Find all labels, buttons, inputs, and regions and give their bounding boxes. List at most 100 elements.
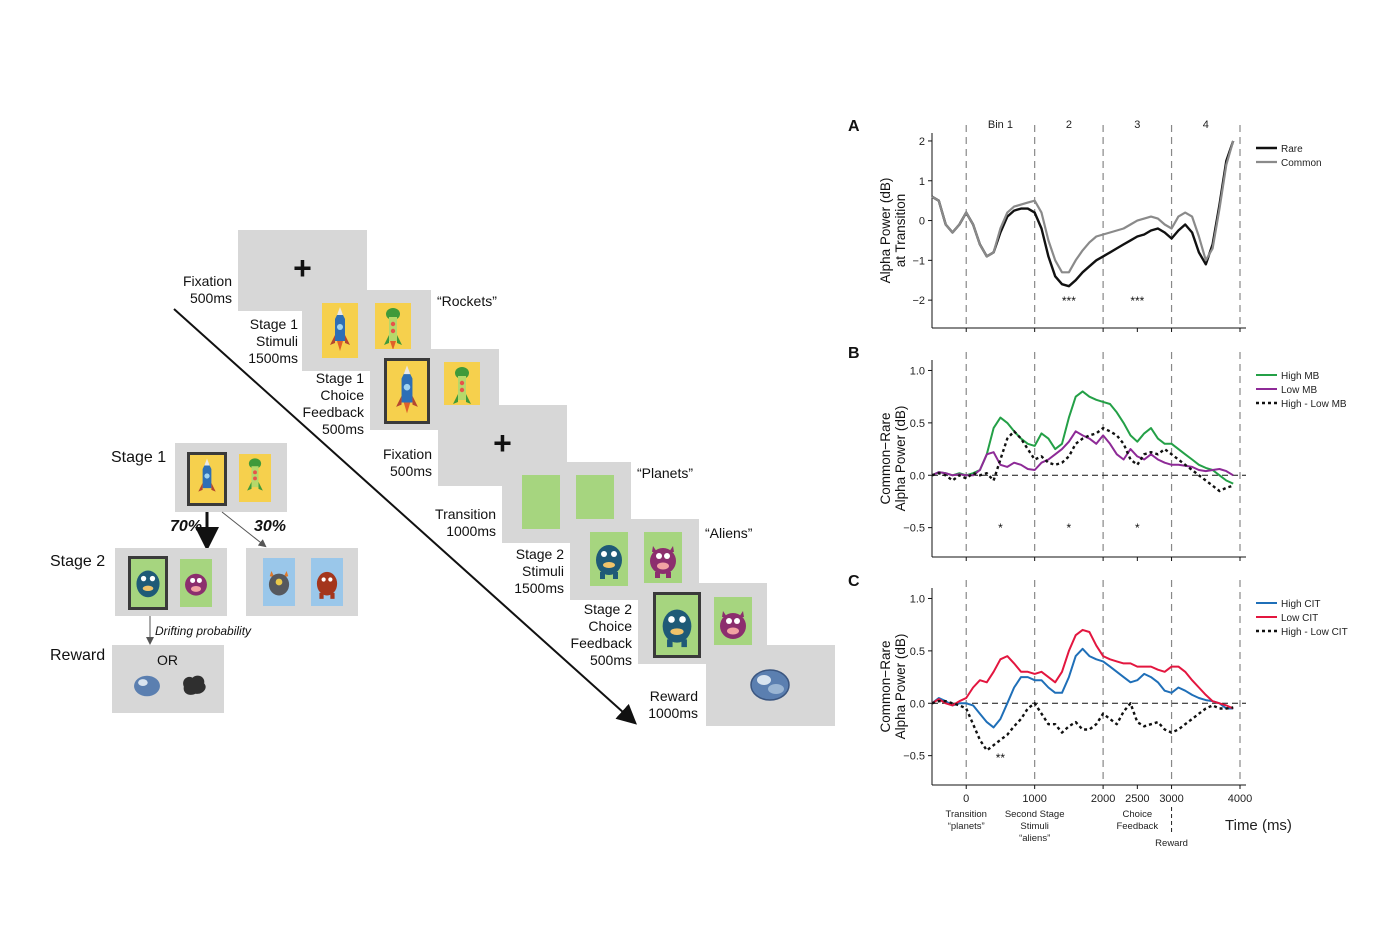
alien-card-2 [644, 532, 682, 586]
legend-label: High CIT [1281, 599, 1320, 610]
y-axis-label: Alpha Power (dB) [893, 406, 908, 512]
bin-label: 4 [1203, 119, 1209, 131]
screen-reward [706, 645, 835, 726]
y-axis-label: Common−Rare [878, 641, 893, 733]
legend-label: Low CIT [1281, 613, 1318, 624]
x-tick-label: 0 [963, 793, 969, 805]
label-name: Choice [588, 618, 632, 634]
or-label: OR [157, 652, 178, 668]
y-tick-label: 1 [919, 176, 925, 188]
label-duration: 500ms [189, 290, 232, 306]
teal-alien-icon [662, 609, 692, 648]
fixation-cross: + [293, 250, 312, 286]
green-rocket-icon [247, 458, 263, 491]
series-line [931, 426, 1234, 493]
y-axis-label: Alpha Power (dB) [878, 178, 893, 284]
label-name: Stimuli [521, 563, 564, 579]
alien-card-1 [590, 532, 628, 586]
series-line [931, 700, 1234, 752]
stage1-screen [175, 443, 287, 512]
y-tick-label: −0.5 [903, 523, 925, 535]
event-label: Choice [1123, 809, 1153, 820]
y-tick-label: 0.0 [910, 698, 925, 710]
x-tick-label: 2000 [1091, 793, 1115, 805]
stage2-rare-screen [246, 548, 358, 616]
label-stage1-stimuli: Stage 1 Stimuli 1500ms [210, 316, 298, 367]
label-name: Fixation [182, 273, 232, 289]
chosen-rocket-card [187, 452, 227, 506]
label-stage2-feedback: Stage 2 Choice Feedback 500ms [540, 601, 632, 669]
series-line [931, 628, 1234, 710]
blue-rocket-icon [198, 458, 216, 492]
label-name: Stimuli [255, 333, 298, 349]
legend-label: High - Low CIT [1281, 627, 1348, 638]
y-tick-label: −0.5 [903, 751, 925, 763]
label-name: Transition [435, 506, 496, 522]
series-line [931, 140, 1235, 274]
y-tick-label: 1.0 [910, 365, 925, 377]
purple-alien-icon [185, 573, 207, 596]
fixation-cross: + [493, 425, 512, 461]
legend-label: High - Low MB [1281, 399, 1347, 410]
purple-alien-icon [720, 611, 746, 639]
event-label: Stimuli [1020, 821, 1049, 832]
y-tick-label: −2 [912, 295, 925, 307]
y-tick-label: 2 [919, 136, 925, 148]
space-treasure-icon [134, 675, 160, 697]
x-axis-label: Time (ms) [1225, 817, 1292, 834]
label-name: Fixation [382, 446, 432, 462]
alien-card-4 [311, 558, 343, 606]
label-fixation-2: Fixation 500ms [350, 446, 432, 480]
alien-card-2 [714, 597, 752, 651]
x-tick-label: 4000 [1228, 793, 1252, 805]
alien-card-2 [180, 559, 212, 607]
legend-label: High MB [1281, 371, 1320, 382]
event-label: Transition [946, 809, 987, 820]
y-tick-label: 0 [919, 216, 925, 228]
label-stage1-feedback: Stage 1 Choice Feedback 500ms [274, 370, 364, 438]
stage1-label: Stage 1 [111, 449, 167, 466]
label-name: Stage 2 [583, 601, 632, 617]
rocket-card-1 [322, 303, 358, 358]
significance-marker: * [998, 521, 1003, 535]
stage2-common-screen [115, 548, 227, 616]
event-label: Second Stage [1005, 809, 1065, 820]
y-tick-label: 0.5 [910, 646, 925, 658]
label-name: Feedback [570, 635, 632, 651]
rocket-card-2 [375, 303, 411, 358]
significance-marker: *** [1062, 294, 1076, 308]
reward-label: Reward [50, 647, 106, 664]
significance-marker: * [1135, 521, 1140, 535]
blue-rocket-icon [396, 365, 418, 414]
label-name: Stage 2 [515, 546, 564, 562]
chosen-rocket-card [384, 358, 430, 424]
label-duration: 1500ms [514, 580, 564, 596]
y-tick-label: 0.0 [910, 470, 925, 482]
time-arrow [173, 308, 637, 725]
green-rocket-icon [453, 367, 471, 404]
legend-label: Common [1281, 158, 1322, 169]
panel-letter: A [848, 118, 860, 135]
label-transition: Transition 1000ms [400, 506, 496, 540]
purple-alien-icon [650, 546, 676, 578]
y-axis-label: Alpha Power (dB) [893, 634, 908, 740]
series-line [931, 647, 1234, 729]
teal-alien-icon [596, 545, 622, 579]
transition-arrows [146, 511, 267, 645]
y-axis-label: at Transition [893, 194, 908, 268]
rocket-card-2 [239, 454, 271, 502]
event-label: Feedback [1116, 821, 1158, 832]
x-tick-label: 3000 [1159, 793, 1183, 805]
bin-label: 3 [1134, 119, 1140, 131]
event-label: “aliens” [1019, 833, 1050, 844]
event-label: Reward [1155, 838, 1188, 849]
no-reward-icon [183, 675, 206, 695]
label-reward: Reward 1000ms [610, 688, 698, 722]
reward-screen: OR [112, 645, 224, 713]
grey-alien-icon [268, 571, 290, 596]
label-name: Stage 1 [249, 316, 298, 332]
panel-letter: B [848, 345, 860, 362]
label-name: Stage 1 [315, 370, 364, 386]
significance-marker: * [1067, 521, 1072, 535]
bin-label: Bin 1 [988, 119, 1013, 131]
